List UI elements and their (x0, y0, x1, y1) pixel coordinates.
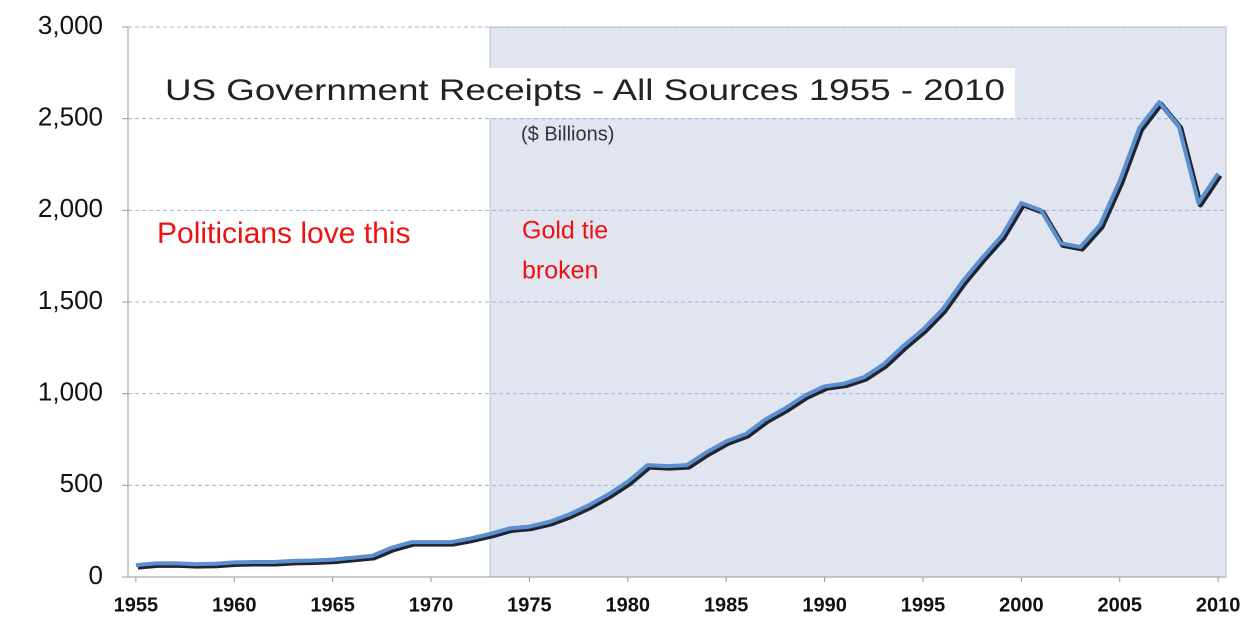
title-backdrop (130, 68, 1015, 118)
x-tick-label: 2005 (1097, 594, 1142, 616)
x-tick-label: 1990 (802, 594, 847, 616)
y-tick-label: 1,500 (38, 285, 103, 315)
x-tick-label: 1960 (212, 594, 257, 616)
annotation: Gold tie (522, 217, 608, 245)
annotation: broken (522, 257, 598, 285)
background-layer (128, 26, 1227, 578)
x-tick-label: 1975 (507, 594, 552, 616)
x-tick-label: 1995 (901, 594, 946, 616)
annotation: Politicians love this (157, 217, 410, 250)
chart-subtitle: ($ Billions) (521, 123, 614, 145)
y-tick-label: 2,000 (38, 193, 103, 223)
y-tick-label: 3,000 (38, 10, 103, 40)
x-tick-label: 2000 (999, 594, 1044, 616)
x-tick-label: 1970 (409, 594, 454, 616)
y-tick-label: 2,500 (38, 102, 103, 132)
data-line (135, 100, 1220, 568)
y-tick-label: 0 (89, 560, 103, 590)
x-tick-label: 1980 (606, 594, 651, 616)
x-tick-label: 2010 (1196, 594, 1241, 616)
x-tick-label: 1985 (704, 594, 749, 616)
x-tick-label: 1965 (310, 594, 355, 616)
y-tick-label: 1,000 (38, 377, 103, 407)
chart-title: US Government Receipts - All Sources 195… (165, 74, 1005, 107)
x-tick-label: 1955 (114, 594, 159, 616)
y-tick-label: 500 (60, 468, 103, 498)
